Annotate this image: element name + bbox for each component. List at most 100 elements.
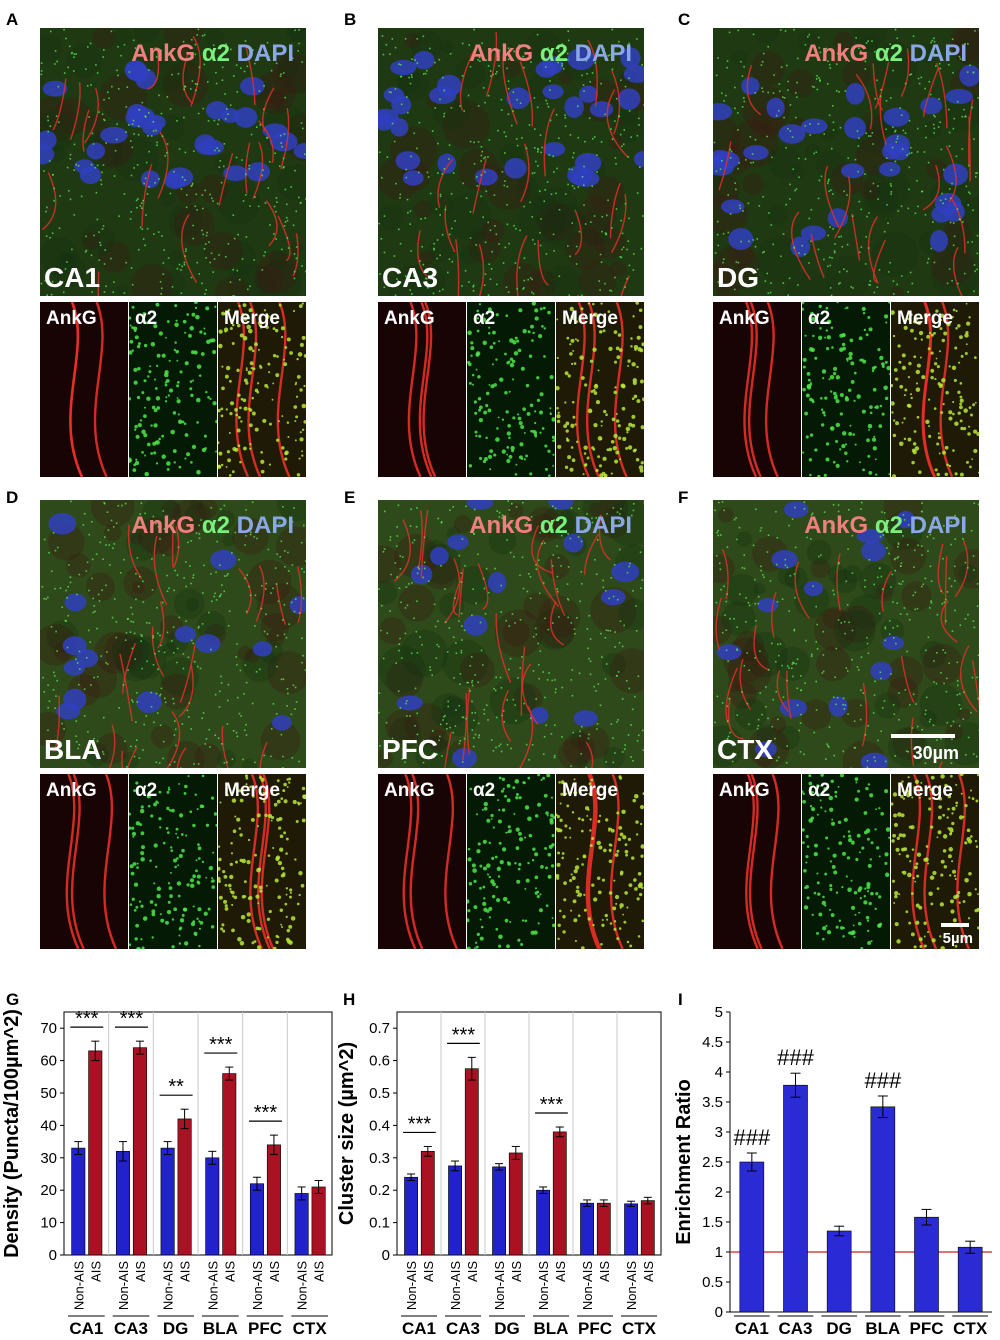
cluster-bar-dg-non-ais — [492, 1166, 506, 1256]
cluster-bar-label: AIS — [465, 1261, 480, 1282]
ratio-ytick-label: 0.5 — [702, 1274, 723, 1291]
density-significance-label: ** — [168, 1076, 184, 1098]
density-bar-label: Non-AIS — [116, 1261, 131, 1310]
ratio-ytick-label: 2 — [715, 1184, 723, 1201]
cluster-ytick-label: 0.5 — [369, 1085, 390, 1102]
density-bar-label: AIS — [178, 1261, 193, 1282]
ratio-category-label: BLA — [865, 1319, 900, 1338]
stain-label: AnkG α2 DAPI — [131, 512, 294, 540]
cluster-significance-label: *** — [540, 1094, 564, 1116]
density-bar-ctx-non-ais — [294, 1193, 309, 1256]
inset-merge-c: Merge — [891, 302, 979, 477]
cluster-significance-label: *** — [452, 1024, 476, 1046]
ratio-ytick-label: 3 — [715, 1124, 723, 1141]
density-bar-dg-ais — [177, 1118, 192, 1256]
stain-label-a2: α2 — [201, 40, 230, 67]
cluster-category-label: CA1 — [402, 1319, 436, 1338]
density-category-label: DG — [163, 1319, 189, 1338]
inset-label-a2: α2 — [473, 308, 496, 329]
ratio-significance-label: ### — [777, 1045, 814, 1070]
ratio-ytick-label: 0 — [715, 1304, 723, 1321]
ratio-ytick-label: 3.5 — [702, 1094, 723, 1111]
cluster-significance-label: *** — [408, 1113, 432, 1135]
ratio-category-label: CA1 — [735, 1319, 769, 1338]
inset-label-ankg: AnkG — [719, 308, 770, 329]
cluster-bar-label: Non-AIS — [536, 1261, 551, 1310]
stain-label-dapi: DAPI — [574, 40, 632, 67]
panel-letter-e: E — [344, 488, 356, 507]
density-category-label: PFC — [248, 1319, 282, 1338]
inset-ankg-d: AnkG — [40, 774, 128, 949]
ratio-ytick-label: 2.5 — [702, 1154, 723, 1171]
panel-letter-c: C — [678, 10, 691, 29]
inset-label-ankg: AnkG — [384, 780, 435, 801]
micrograph-e: AnkG α2 DAPI PFC — [378, 500, 644, 768]
ratio-category-label: CA3 — [778, 1319, 812, 1338]
ratio-significance-label: ### — [864, 1068, 901, 1093]
cluster-bar-label: AIS — [509, 1261, 524, 1282]
inset-ankg-f: AnkG — [713, 774, 801, 949]
cluster-bar-ctx-non-ais — [624, 1203, 638, 1256]
cluster-bar-label: Non-AIS — [492, 1261, 507, 1310]
inset-label-a2: α2 — [808, 780, 831, 801]
region-label-c: DG — [717, 262, 759, 293]
inset-ankg-c: AnkG — [713, 302, 801, 477]
cluster-ytick-label: 0.3 — [369, 1150, 390, 1167]
stain-label-ankg: AnkG — [131, 512, 196, 539]
density-bar-label: AIS — [88, 1261, 103, 1282]
density-category-label: CTX — [293, 1319, 328, 1338]
cluster-bar-label: Non-AIS — [624, 1261, 639, 1310]
micrograph-b: AnkG α2 DAPI CA3 — [378, 28, 644, 296]
cluster-bar-pfc-ais — [596, 1202, 611, 1256]
stain-label-dapi: DAPI — [909, 512, 967, 539]
region-label-d: BLA — [44, 734, 102, 765]
micrograph-c: AnkG α2 DAPI DG — [713, 28, 979, 296]
panel-letter-a: A — [6, 10, 19, 29]
density-bar-dg-non-ais — [160, 1147, 175, 1256]
ratio-ylabel: Enrichment Ratio — [673, 1079, 695, 1245]
ratio-category-label: CTX — [953, 1319, 988, 1338]
cluster-bar-pfc-non-ais — [580, 1202, 594, 1256]
stain-label-ankg: AnkG — [469, 40, 534, 67]
stain-label: AnkG α2 DAPI — [469, 40, 632, 68]
density-significance-label: *** — [254, 1102, 278, 1124]
density-ytick-label: 40 — [40, 1117, 57, 1134]
ratio-bar-ca3 — [783, 1084, 808, 1313]
stain-label-ankg: AnkG — [469, 512, 534, 539]
inset-merge-d: Merge — [218, 774, 306, 949]
stain-label: AnkG α2 DAPI — [804, 40, 967, 68]
region-label-e: PFC — [382, 734, 438, 765]
stain-label: AnkG α2 DAPI — [131, 40, 294, 68]
ratio-bar-pfc — [914, 1216, 939, 1313]
cluster-bar-ca3-ais — [464, 1068, 479, 1256]
micrograph-d: AnkG α2 DAPI BLA — [40, 500, 306, 768]
inset-a2-f: α2 — [802, 774, 890, 949]
density-bar-label: AIS — [267, 1261, 282, 1282]
density-bar-ca1-ais — [88, 1050, 103, 1256]
panel-letter-i: I — [678, 990, 683, 1009]
cluster-category-label: CA3 — [446, 1319, 480, 1338]
cluster-bar-label: AIS — [641, 1261, 656, 1282]
inset-label-a2: α2 — [808, 308, 831, 329]
panel-letter-f: F — [678, 488, 689, 507]
ratio-bar-ca1 — [739, 1161, 765, 1313]
cluster-bar-ca1-non-ais — [404, 1176, 418, 1256]
density-bar-label: Non-AIS — [295, 1261, 310, 1310]
density-bar-ca3-ais — [132, 1047, 147, 1256]
cluster-ytick-label: 0.4 — [369, 1117, 390, 1134]
stain-label: AnkG α2 DAPI — [469, 512, 632, 540]
region-label-a: CA1 — [44, 262, 101, 293]
region-label-b: CA3 — [382, 262, 439, 293]
inset-merge-b: Merge — [556, 302, 644, 477]
stain-label-dapi: DAPI — [236, 40, 294, 67]
stain-label-a2: α2 — [539, 512, 568, 539]
density-significance-label: *** — [120, 1008, 144, 1030]
density-significance-label: *** — [209, 1034, 233, 1056]
stain-label-a2: α2 — [539, 40, 568, 67]
density-ytick-label: 70 — [40, 1020, 57, 1037]
inset-label-ankg: AnkG — [384, 308, 435, 329]
density-significance-label: *** — [75, 1008, 99, 1030]
stain-label-dapi: DAPI — [236, 512, 294, 539]
density-bar-label: AIS — [222, 1261, 237, 1282]
density-bar-bla-non-ais — [205, 1157, 220, 1256]
